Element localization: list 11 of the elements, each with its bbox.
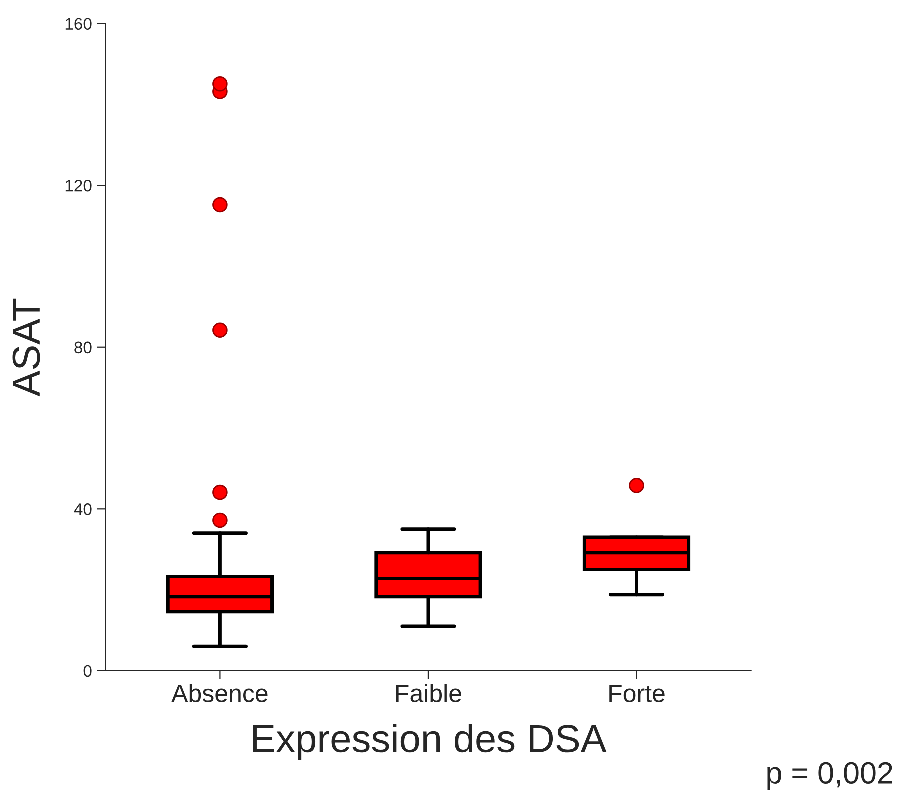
y-tick-label: 160 bbox=[66, 18, 92, 30]
x-tick-label: Absence bbox=[172, 684, 268, 702]
text: p = 0,002 bbox=[768, 762, 892, 790]
y-tick-label: 120 bbox=[66, 180, 92, 192]
x-tick-label: Forte bbox=[610, 685, 665, 702]
y-axis-title: ASAT bbox=[12, 298, 40, 397]
x-tick-label: Faible bbox=[396, 684, 462, 702]
x-axis-title: Expression des DSA bbox=[253, 724, 607, 760]
y-tick-label: 80 bbox=[74, 342, 92, 354]
y-tick-label: 40 bbox=[74, 504, 92, 516]
y-tick-label: 0 bbox=[84, 665, 92, 678]
